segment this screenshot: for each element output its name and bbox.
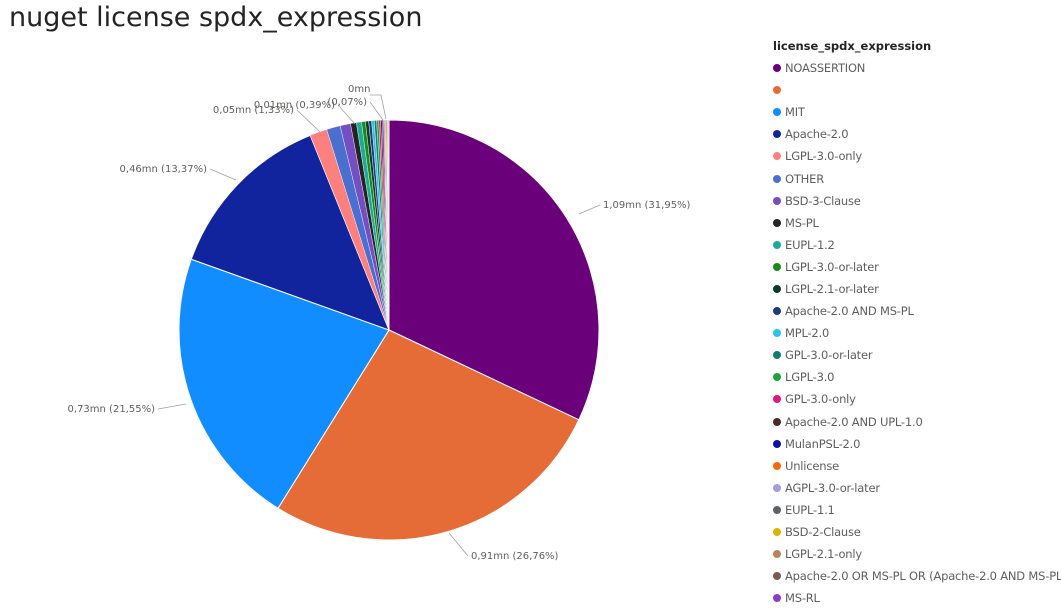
legend-item[interactable]: LGPL-3.0 bbox=[773, 366, 1061, 388]
legend-marker bbox=[773, 152, 781, 160]
legend-item[interactable]: NOASSERTION bbox=[773, 57, 1061, 79]
leader-line bbox=[297, 110, 320, 132]
leader-line bbox=[579, 205, 600, 214]
legend-item[interactable]: EUPL-1.1 bbox=[773, 499, 1061, 521]
legend-item[interactable]: AGPL-3.0-or-later bbox=[773, 477, 1061, 499]
legend-item[interactable]: MIT bbox=[773, 101, 1061, 123]
legend-label: BSD-2-Clause bbox=[785, 525, 861, 539]
data-label: (0,07%) bbox=[327, 97, 367, 108]
legend-marker bbox=[773, 108, 781, 116]
legend-item[interactable]: LGPL-3.0-or-later bbox=[773, 256, 1061, 278]
legend-marker bbox=[773, 130, 781, 138]
legend-item[interactable]: OTHER bbox=[773, 167, 1061, 189]
legend-marker bbox=[773, 572, 781, 580]
leader-line bbox=[370, 102, 383, 120]
data-label: 0mn bbox=[348, 84, 370, 95]
legend-label: LGPL-3.0 bbox=[785, 370, 834, 384]
legend-item[interactable]: BSD-3-Clause bbox=[773, 190, 1061, 212]
legend-item[interactable]: MPL-2.0 bbox=[773, 322, 1061, 344]
leader-line bbox=[210, 169, 236, 180]
legend-marker bbox=[773, 263, 781, 271]
legend-item[interactable]: BSD-2-Clause bbox=[773, 521, 1061, 543]
legend-marker bbox=[773, 241, 781, 249]
data-label: 0,01mn (0,39%) bbox=[254, 100, 335, 111]
legend-label: MS-PL bbox=[785, 216, 819, 230]
legend-label: MulanPSL-2.0 bbox=[785, 437, 860, 451]
legend-item[interactable]: EUPL-1.2 bbox=[773, 234, 1061, 256]
legend-label: BSD-3-Clause bbox=[785, 194, 861, 208]
legend-item[interactable]: LGPL-2.1-or-later bbox=[773, 278, 1061, 300]
legend-marker bbox=[773, 197, 781, 205]
legend-item[interactable]: MS-PL bbox=[773, 212, 1061, 234]
legend-label: MIT bbox=[785, 105, 805, 119]
leader-line bbox=[158, 404, 186, 409]
legend-marker bbox=[773, 550, 781, 558]
legend-marker bbox=[773, 329, 781, 337]
legend-marker bbox=[773, 86, 781, 94]
legend-label: GPL-3.0-only bbox=[785, 392, 856, 406]
legend-item[interactable]: Unlicense bbox=[773, 455, 1061, 477]
data-label: 1,09mn (31,95%) bbox=[603, 200, 691, 211]
legend-marker bbox=[773, 440, 781, 448]
legend-label: NOASSERTION bbox=[785, 61, 865, 75]
legend-marker bbox=[773, 373, 781, 381]
data-label: 0,73mn (21,55%) bbox=[68, 404, 156, 415]
legend-label: EUPL-1.1 bbox=[785, 503, 835, 517]
legend-marker bbox=[773, 64, 781, 72]
legend-marker bbox=[773, 418, 781, 426]
legend-marker bbox=[773, 484, 781, 492]
legend-marker bbox=[773, 175, 781, 183]
legend-item[interactable]: Apache-2.0 bbox=[773, 123, 1061, 145]
leader-line bbox=[449, 533, 468, 556]
legend-marker bbox=[773, 285, 781, 293]
legend-label: MPL-2.0 bbox=[785, 326, 829, 340]
legend-label: EUPL-1.2 bbox=[785, 238, 835, 252]
legend-item[interactable]: Apache-2.0 OR MS-PL OR (Apache-2.0 AND M… bbox=[773, 565, 1061, 587]
legend-label: Unlicense bbox=[785, 459, 839, 473]
data-label: 0,91mn (26,76%) bbox=[471, 551, 559, 562]
legend-marker bbox=[773, 307, 781, 315]
legend-label: AGPL-3.0-or-later bbox=[785, 481, 880, 495]
legend-item[interactable]: Apache-2.0 AND MS-PL bbox=[773, 300, 1061, 322]
legend-marker bbox=[773, 351, 781, 359]
legend-item[interactable]: Apache-2.0 AND UPL-1.0 bbox=[773, 411, 1061, 433]
legend-label: Apache-2.0 OR MS-PL OR (Apache-2.0 AND M… bbox=[785, 569, 1061, 583]
legend-marker bbox=[773, 506, 781, 514]
legend-label: LGPL-3.0-only bbox=[785, 149, 862, 163]
legend-item[interactable]: LGPL-2.1-only bbox=[773, 543, 1061, 565]
legend-marker bbox=[773, 219, 781, 227]
legend-label: Apache-2.0 AND UPL-1.0 bbox=[785, 415, 923, 429]
legend-item[interactable]: LGPL-3.0-only bbox=[773, 145, 1061, 167]
legend: license_spdx_expression NOASSERTION MIT Ap… bbox=[773, 38, 1061, 609]
data-label: 0,46mn (13,37%) bbox=[120, 164, 208, 175]
legend-title: license_spdx_expression bbox=[773, 38, 1061, 56]
legend-label: OTHER bbox=[785, 172, 824, 186]
legend-item[interactable] bbox=[773, 79, 1061, 101]
legend-label: LGPL-3.0-or-later bbox=[785, 260, 879, 274]
legend-marker bbox=[773, 594, 781, 602]
legend-item[interactable]: MS-RL bbox=[773, 587, 1061, 609]
legend-item[interactable]: GPL-3.0-only bbox=[773, 388, 1061, 410]
legend-label: Apache-2.0 AND MS-PL bbox=[785, 304, 914, 318]
legend-item[interactable]: MulanPSL-2.0 bbox=[773, 433, 1061, 455]
legend-label: GPL-3.0-or-later bbox=[785, 348, 872, 362]
legend-item[interactable]: GPL-3.0-or-later bbox=[773, 344, 1061, 366]
legend-marker bbox=[773, 462, 781, 470]
legend-label: Apache-2.0 bbox=[785, 127, 848, 141]
legend-marker bbox=[773, 395, 781, 403]
legend-label: MS-RL bbox=[785, 591, 820, 605]
legend-label: LGPL-2.1-only bbox=[785, 547, 862, 561]
leader-line bbox=[370, 95, 386, 119]
legend-marker bbox=[773, 528, 781, 536]
legend-label: LGPL-2.1-or-later bbox=[785, 282, 879, 296]
